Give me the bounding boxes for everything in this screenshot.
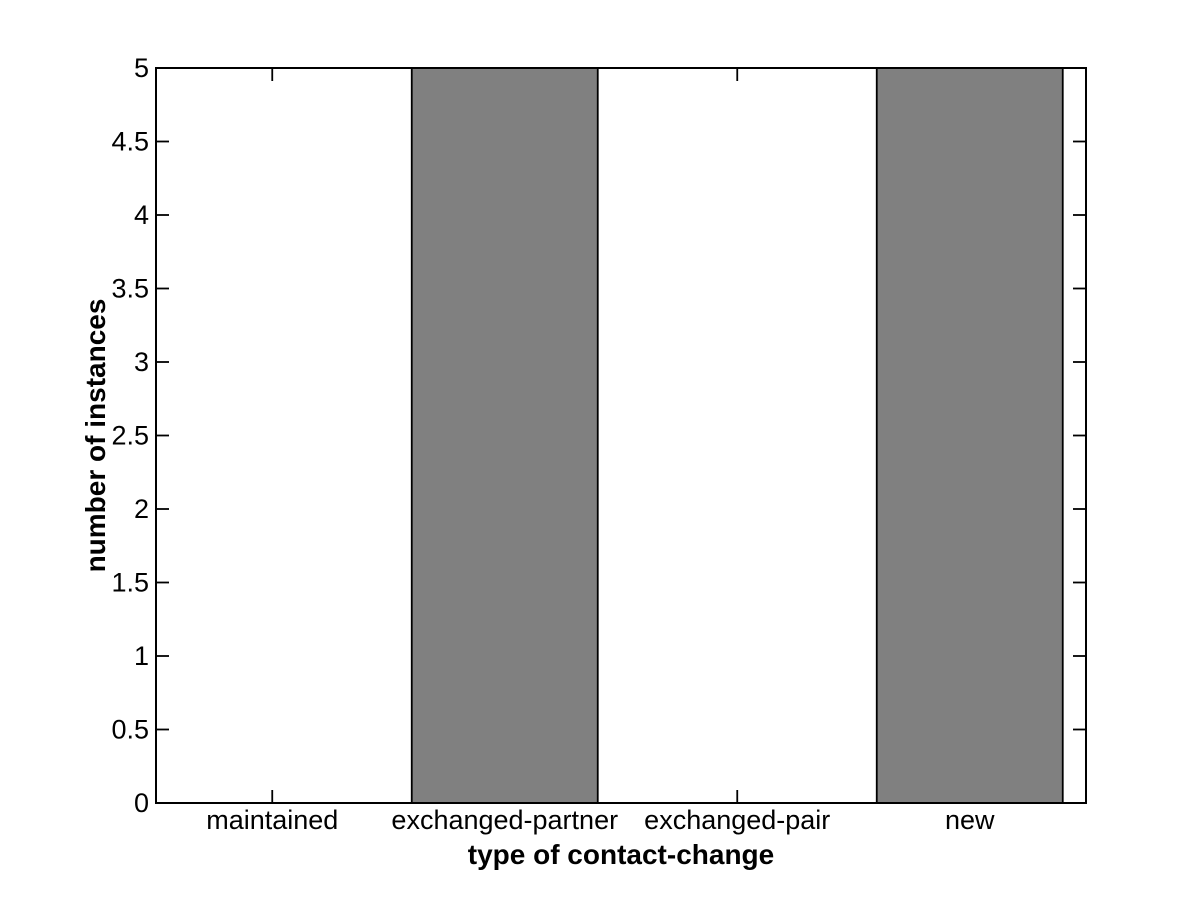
y-tick-label: 2 (134, 494, 149, 524)
plot-box (155, 67, 1087, 804)
y-tick-label: 0.5 (111, 715, 149, 745)
x-tick-label-exchanged-pair: exchanged-pair (644, 805, 830, 835)
x-axis-label: type of contact-change (468, 839, 774, 870)
y-tick-label: 0 (134, 788, 149, 818)
y-tick-label: 2.5 (111, 421, 149, 451)
y-tick-label: 5 (134, 53, 149, 83)
bar-exchanged-partner (410, 67, 599, 804)
y-tick-label: 3.5 (111, 274, 149, 304)
y-tick-label: 4 (134, 200, 149, 230)
bar-new (875, 67, 1064, 804)
x-tick-label-new: new (945, 805, 995, 835)
y-tick-label: 4.5 (111, 127, 149, 157)
y-tick-label: 3 (134, 347, 149, 377)
x-tick-label-exchanged-partner: exchanged-partner (391, 805, 618, 835)
y-tick-label: 1.5 (111, 568, 149, 598)
x-tick-label-maintained: maintained (206, 805, 338, 835)
y-axis-label: number of instances (80, 299, 111, 573)
y-tick-label: 1 (134, 641, 149, 671)
